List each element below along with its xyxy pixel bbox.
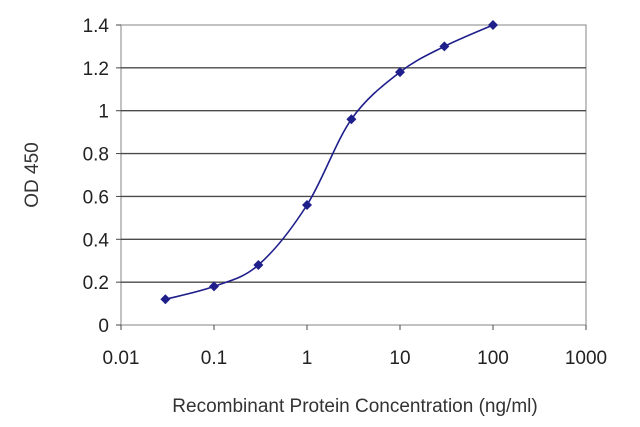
data-points (160, 20, 498, 305)
y-tick-label: 0 (98, 316, 109, 337)
y-tick-label: 0.4 (83, 230, 110, 251)
y-axis: 0 0.2 0.4 0.6 0.8 1 1.2 1.4 (83, 16, 121, 337)
y-tick-label: 1.2 (83, 59, 109, 80)
data-point (160, 294, 171, 305)
x-axis-title: Recombinant Protein Concentration (ng/ml… (172, 396, 537, 417)
x-tick-label: 100 (477, 348, 509, 369)
x-tick-label: 0.1 (201, 348, 227, 369)
data-point (346, 114, 357, 125)
series-line (165, 24, 494, 301)
grid-lines (121, 67, 586, 283)
x-tick-label: 0.01 (103, 348, 140, 369)
x-tick-label: 1 (302, 348, 313, 369)
y-axis-title: OD 450 (22, 142, 43, 207)
data-point (488, 20, 498, 30)
y-tick-label: 1.4 (83, 16, 110, 37)
y-tick-label: 0.2 (83, 273, 109, 294)
data-point (302, 200, 312, 210)
x-tick-label: 1000 (565, 348, 607, 369)
data-point (439, 41, 450, 52)
data-point (209, 281, 219, 292)
plot-area (120, 24, 587, 326)
y-tick-label: 0.6 (83, 187, 109, 208)
data-point (395, 67, 405, 78)
y-tick-label: 0.8 (83, 145, 109, 166)
x-axis: 0.01 0.1 1 10 100 1000 (103, 325, 607, 369)
data-point (253, 260, 264, 270)
x-tick-label: 10 (389, 348, 410, 369)
y-tick-label: 1 (98, 102, 109, 123)
